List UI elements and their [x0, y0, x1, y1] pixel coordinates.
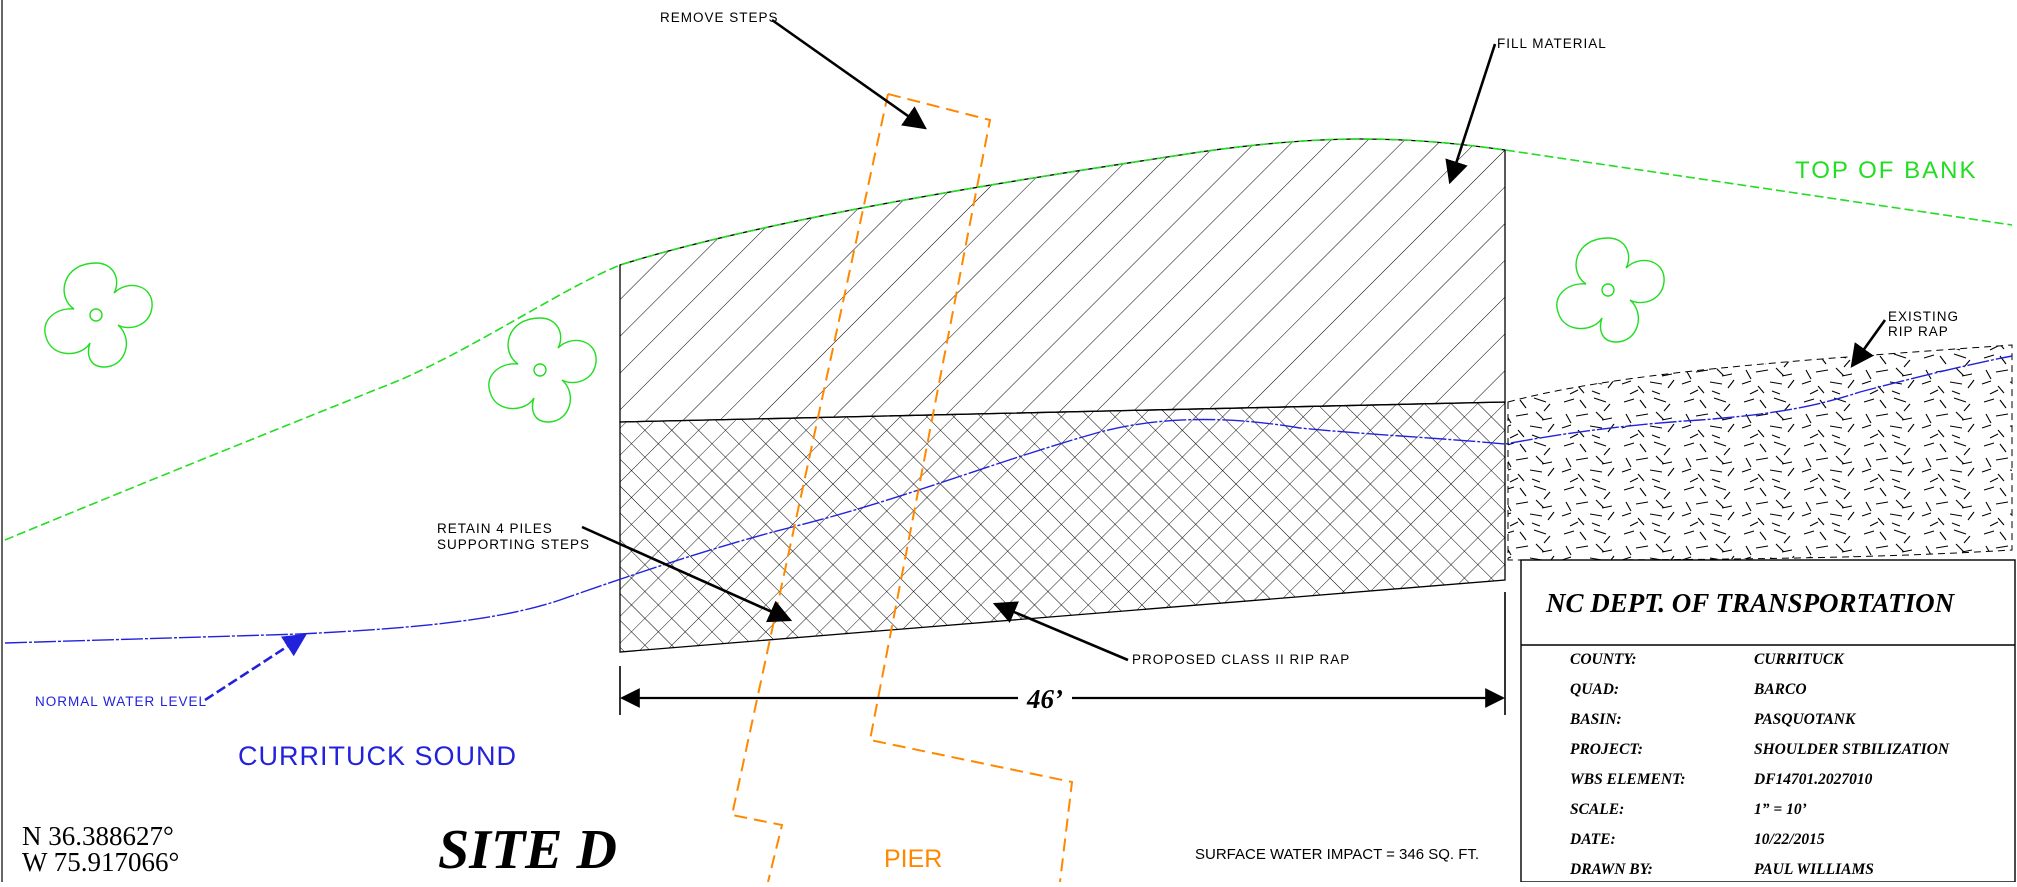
title-block: NC DEPT. OF TRANSPORTATION [1520, 559, 2016, 883]
normal-water-level-label: NORMAL WATER LEVEL [35, 694, 207, 709]
existing-rip-rap-label-1: EXISTING [1888, 309, 1959, 324]
agency-name: NC DEPT. OF TRANSPORTATION [1545, 588, 1956, 618]
remove-steps-label: REMOVE STEPS [660, 10, 779, 25]
title-block-value: PAUL WILLIAMS [1754, 861, 1874, 878]
title-block-rows: COUNTY: CURRITUCK QUAD: BARCO BASIN: PASQUOTA… [1569, 651, 1950, 878]
retain-piles-label-1: RETAIN 4 PILES [437, 521, 553, 536]
proposed-rip-rap-arrow [992, 601, 1129, 662]
title-block-key: DATE: [1569, 831, 1616, 848]
title-block-value: 10/22/2015 [1754, 831, 1825, 848]
pier-outline [730, 93, 1074, 883]
title-block-value: DF14701.2027010 [1753, 771, 1873, 788]
proposed-rip-rap-area [619, 401, 1506, 653]
title-block-value: SHOULDER STBILIZATION [1754, 741, 1950, 758]
tree-symbol-icon [1556, 237, 1665, 343]
fill-material-arrow [1445, 43, 1497, 185]
water-level-arrow [204, 633, 307, 702]
remove-steps-arrow [771, 18, 927, 130]
dimension-label: 46’ [1026, 684, 1063, 714]
title-block-key: DRAWN BY: [1569, 861, 1653, 878]
title-block-value: CURRITUCK [1754, 651, 1845, 668]
surface-water-impact-label: SURFACE WATER IMPACT = 346 SQ. FT. [1195, 846, 1479, 863]
retain-piles-arrow [581, 525, 793, 623]
existing-rip-rap-area [1507, 344, 2013, 561]
title-block-key: BASIN: [1569, 711, 1622, 728]
title-block-frame [1520, 559, 2016, 883]
title-block-value: PASQUOTANK [1754, 711, 1857, 728]
tree-symbol-icon [44, 262, 153, 368]
normal-water-level-line [4, 355, 2013, 644]
water-body-label: CURRITUCK SOUND [238, 741, 517, 771]
title-block-key: COUNTY: [1570, 651, 1637, 668]
coordinate-west: W 75.917066° [22, 847, 179, 877]
title-block-value: BARCO [1753, 681, 1807, 698]
retain-piles-label-2: SUPPORTING STEPS [437, 537, 590, 552]
title-block-key: SCALE: [1570, 801, 1624, 818]
fill-material-area [619, 138, 1506, 423]
existing-rip-rap-arrow [1850, 319, 1887, 368]
existing-rip-rap-label-2: RIP RAP [1888, 324, 1949, 339]
title-block-value: 1” = 10’ [1754, 801, 1807, 818]
fill-material-label: FILL MATERIAL [1497, 36, 1607, 51]
top-of-bank-label: TOP OF BANK [1795, 157, 1978, 184]
top-of-bank-line [4, 138, 2013, 541]
title-block-key: PROJECT: [1570, 741, 1643, 758]
proposed-rip-rap-label: PROPOSED CLASS II RIP RAP [1132, 652, 1350, 667]
tree-symbol-icon [488, 317, 597, 423]
coordinate-north: N 36.388627° [22, 821, 174, 851]
site-title: SITE D [438, 819, 617, 881]
title-block-key: WBS ELEMENT: [1570, 771, 1686, 788]
pier-label: PIER [884, 845, 942, 873]
title-block-key: QUAD: [1570, 681, 1619, 698]
